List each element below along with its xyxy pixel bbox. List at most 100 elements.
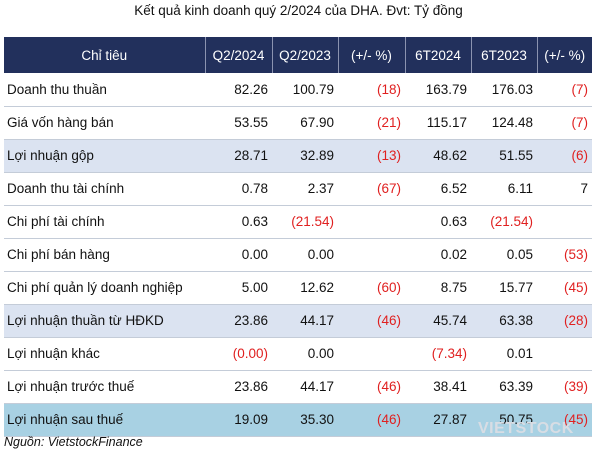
cell-change-quarter: (46) (376, 379, 401, 394)
row-label: Chi phí quản lý doanh nghiệp (7, 280, 183, 295)
cell-6t2024: 48.62 (433, 148, 467, 163)
table-row: Lợi nhuận gộp 28.71 32.89 (13) 48.62 51.55 (6) (4, 139, 592, 172)
source-note: Nguồn: VietstockFinance (4, 435, 143, 449)
header-change-quarter: (+/- %) (338, 37, 406, 73)
cell-q2-2024: 0.00 (241, 247, 268, 262)
table-row: Doanh thu thuần 82.26 100.79 (18) 163.79 176.… (4, 73, 592, 106)
header-6t2023: 6T2023 (471, 37, 538, 73)
cell-change-quarter: (60) (376, 280, 401, 295)
cell-change-quarter: (46) (376, 313, 401, 328)
cell-q2-2024: 23.86 (234, 313, 268, 328)
cell-change-quarter (338, 238, 405, 271)
cell-6t2023: 176.03 (491, 81, 533, 97)
table-row: Doanh thu tài chính 0.78 2.37 (67) 6.52 6.11 7 (4, 172, 592, 205)
watermark-logo: VIETSTOCK (478, 420, 574, 437)
table-row: Giá vốn hàng bán 53.55 67.90 (21) 115.17 124.… (4, 106, 592, 139)
cell-q2-2024: 0.78 (241, 181, 268, 196)
cell-6t2024: 45.74 (433, 313, 467, 328)
cell-change-quarter: (21) (376, 115, 401, 130)
cell-q2-2024: 28.71 (234, 148, 268, 163)
row-label: Lợi nhuận thuần từ HĐKD (7, 313, 164, 328)
table-row: Lợi nhuận thuần từ HĐKD 23.86 44.17 (46) 45.… (4, 304, 592, 337)
cell-change-half (537, 205, 592, 238)
cell-q2-2023: 44.17 (300, 313, 334, 328)
row-label: Doanh thu thuần (7, 81, 107, 97)
cell-6t2024: 163.79 (425, 81, 467, 97)
cell-6t2023: 50.75 (499, 412, 533, 427)
cell-q2-2023: 44.17 (300, 379, 334, 394)
cell-6t2024: (7.34) (431, 346, 467, 361)
cell-q2-2023: 2.37 (307, 181, 334, 196)
cell-change-half: (7) (571, 115, 589, 130)
cell-q2-2023: 35.30 (300, 412, 334, 427)
cell-q2-2023: 67.90 (300, 115, 334, 130)
cell-q2-2024: 82.26 (234, 81, 268, 97)
table-title: Kết quả kinh doanh quý 2/2024 của DHA. Đ… (134, 3, 463, 18)
cell-6t2023: 15.77 (499, 280, 533, 295)
cell-6t2023: 0.05 (506, 247, 533, 262)
row-label: Lợi nhuận trước thuế (7, 379, 135, 394)
cell-change-half (537, 337, 592, 370)
cell-6t2024: 0.02 (440, 247, 467, 262)
header-q2-2024: Q2/2024 (205, 37, 273, 73)
cell-q2-2023: 0.00 (307, 247, 334, 262)
cell-change-half: (53) (563, 247, 588, 262)
cell-q2-2024: 23.86 (234, 379, 268, 394)
header-change-half: (+/- %) (544, 47, 586, 63)
header-6t2024: 6T2024 (405, 37, 472, 73)
cell-q2-2023: 12.62 (300, 280, 334, 295)
cell-change-quarter: (13) (376, 148, 401, 163)
table-header-row: Chỉ tiêu Q2/2024 Q2/2023 (+/- %) 6T2024 … (4, 37, 592, 73)
cell-6t2023: 6.11 (507, 181, 533, 196)
cell-6t2024: 38.41 (433, 379, 467, 394)
cell-6t2023: 51.55 (499, 148, 533, 163)
cell-change-quarter (338, 205, 405, 238)
cell-q2-2024: 19.09 (234, 412, 268, 427)
cell-change-half: 7 (580, 181, 588, 196)
cell-change-half: (6) (571, 148, 589, 163)
cell-q2-2024: 5.00 (241, 280, 268, 295)
cell-6t2023: 124.48 (491, 115, 533, 130)
table-row: Chi phí quản lý doanh nghiệp 5.00 12.62 (60… (4, 271, 592, 304)
cell-q2-2023: 32.89 (300, 148, 334, 163)
table-row: Lợi nhuận khác (0.00) 0.00 (7.34) 0.01 (4, 337, 592, 370)
cell-6t2024: 8.75 (440, 280, 467, 295)
cell-change-half: (28) (563, 313, 588, 328)
cell-q2-2024: (0.00) (232, 346, 268, 361)
table-body: Doanh thu thuần 82.26 100.79 (18) 163.79 176.… (4, 73, 592, 436)
cell-change-quarter (338, 337, 405, 370)
cell-q2-2023: 100.79 (292, 81, 334, 97)
row-label: Lợi nhuận khác (7, 346, 100, 361)
row-label: Doanh thu tài chính (7, 181, 125, 196)
cell-6t2023: 0.01 (506, 346, 533, 361)
cell-6t2024: 27.87 (433, 412, 467, 427)
cell-change-half: (45) (563, 280, 588, 295)
row-label: Chi phí bán hàng (7, 247, 110, 262)
cell-6t2024: 0.63 (440, 214, 467, 229)
cell-change-half: (45) (563, 412, 588, 427)
cell-6t2024: 6.52 (440, 181, 467, 196)
header-indicator: Chỉ tiêu (4, 37, 206, 73)
cell-6t2024: 115.17 (426, 115, 467, 130)
table-row: Lợi nhuận trước thuế 23.86 44.17 (46) 38.41 6… (4, 370, 592, 403)
cell-change-quarter: (46) (376, 412, 401, 427)
cell-change-half: (7) (571, 81, 589, 97)
financial-table: Chỉ tiêu Q2/2024 Q2/2023 (+/- %) 6T2024 … (4, 37, 592, 437)
cell-q2-2023: (21.54) (291, 214, 334, 229)
row-label: Chi phí tài chính (7, 214, 105, 229)
row-label: Lợi nhuận gộp (7, 148, 94, 163)
table-row: Chi phí tài chính 0.63 (21.54) 0.63 (21.54) (4, 205, 592, 238)
row-label: Giá vốn hàng bán (7, 115, 114, 130)
cell-6t2023: 63.38 (499, 313, 533, 328)
cell-q2-2023: 0.00 (307, 346, 334, 361)
row-label: Lợi nhuận sau thuế (7, 412, 124, 427)
cell-6t2023: 63.39 (499, 379, 533, 394)
cell-q2-2024: 0.63 (241, 214, 268, 229)
cell-6t2023: (21.54) (490, 214, 533, 229)
table-row: Chi phí bán hàng 0.00 0.00 0.02 0.05 (53) (4, 238, 592, 271)
cell-change-quarter: (67) (376, 181, 401, 196)
table-row: Lợi nhuận sau thuế 19.09 35.30 (46) 27.87 50.… (4, 403, 592, 436)
cell-change-half: (39) (563, 379, 588, 394)
header-q2-2023: Q2/2023 (272, 37, 339, 73)
cell-q2-2024: 53.55 (234, 115, 268, 130)
